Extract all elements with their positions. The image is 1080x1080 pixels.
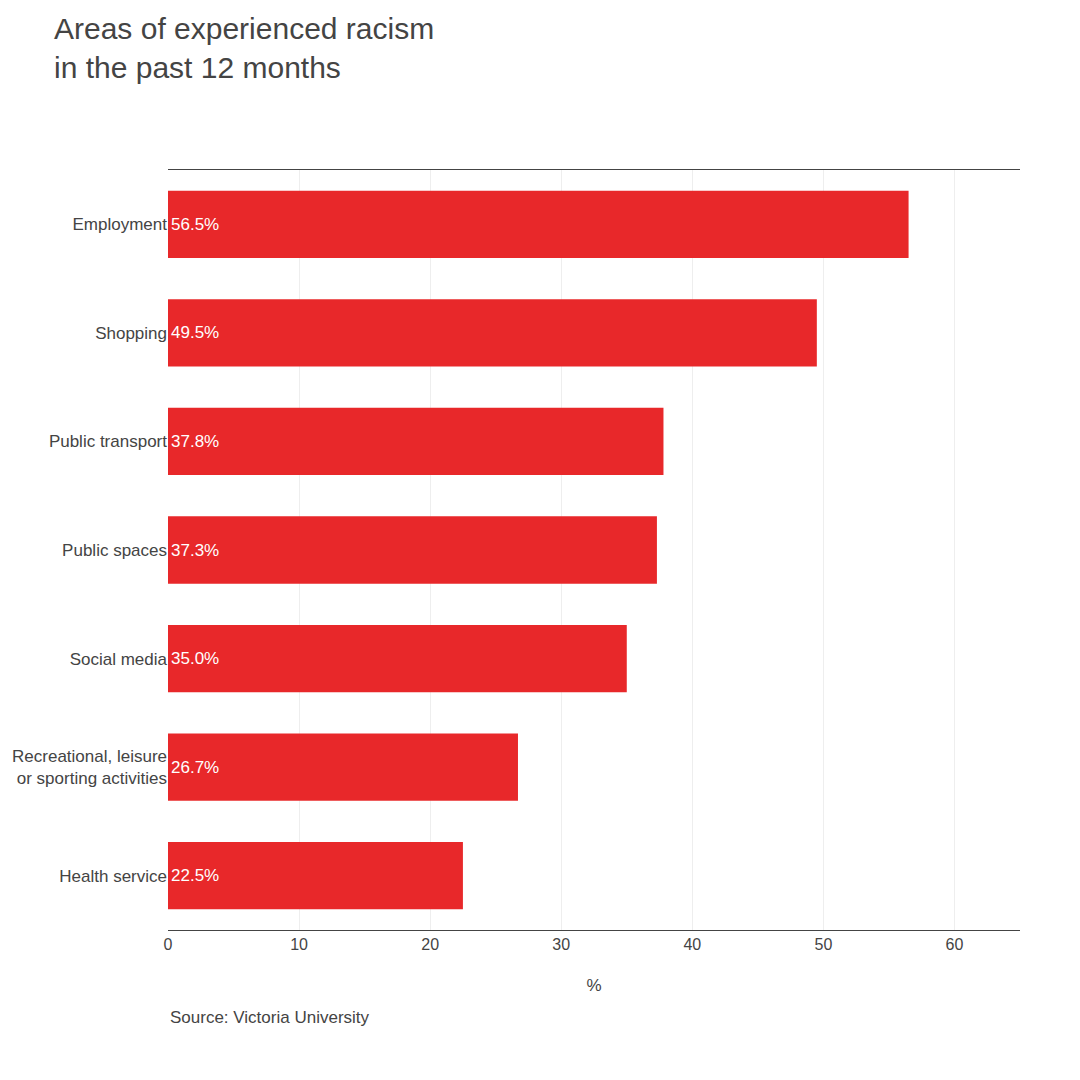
svg-text:Areas of experienced racismin: Areas of experienced racismin the past 1…: [54, 12, 434, 84]
svg-text:%: %: [586, 976, 601, 995]
svg-text:40: 40: [683, 936, 701, 953]
svg-text:50: 50: [814, 936, 832, 953]
svg-text:20: 20: [421, 936, 439, 953]
svg-text:37.3%: 37.3%: [171, 541, 219, 560]
svg-text:30: 30: [552, 936, 570, 953]
svg-text:49.5%: 49.5%: [171, 323, 219, 342]
svg-text:Health service: Health service: [59, 867, 167, 886]
svg-text:0: 0: [164, 936, 173, 953]
svg-text:Shopping: Shopping: [95, 324, 167, 343]
svg-text:60: 60: [946, 936, 964, 953]
svg-text:Public transport: Public transport: [49, 432, 167, 451]
svg-text:22.5%: 22.5%: [171, 866, 219, 885]
svg-text:Source: Victoria University: Source: Victoria University: [170, 1008, 370, 1027]
svg-text:10: 10: [290, 936, 308, 953]
svg-text:Social media: Social media: [70, 650, 168, 669]
svg-text:37.8%: 37.8%: [171, 432, 219, 451]
svg-text:Recreational, leisureor sporti: Recreational, leisureor sporting activit…: [12, 747, 167, 788]
svg-text:Public spaces: Public spaces: [62, 541, 167, 560]
svg-text:56.5%: 56.5%: [171, 215, 219, 234]
svg-text:26.7%: 26.7%: [171, 758, 219, 777]
svg-text:35.0%: 35.0%: [171, 649, 219, 668]
svg-text:Employment: Employment: [73, 215, 168, 234]
